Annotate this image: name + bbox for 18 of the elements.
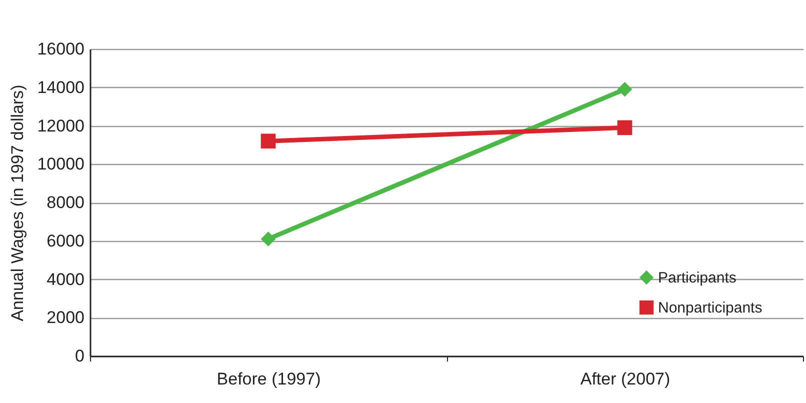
y-tick-label: 12000: [37, 116, 84, 136]
y-tick-label: 8000: [46, 193, 84, 212]
y-tick-label: 0: [75, 346, 84, 366]
y-tick-label: 2000: [46, 308, 84, 328]
y-axis-title: Annual Wages (in 1997 dollars): [8, 84, 28, 322]
point: [617, 120, 632, 136]
x-tick-label: Before (1997): [216, 370, 321, 388]
y-tick-label: 10000: [37, 154, 84, 174]
point: [260, 232, 276, 246]
y-tick-label: 6000: [46, 231, 84, 250]
legend-label: Nonparticipants: [658, 300, 762, 316]
y-tick-label: 14000: [37, 78, 84, 97]
point: [260, 134, 276, 149]
point: [617, 82, 632, 97]
legend-label: Participants: [658, 270, 736, 286]
x-tick-label: After (2007): [580, 370, 670, 388]
y-tick-label: 4000: [46, 270, 84, 289]
y-tick-label: 16000: [37, 40, 84, 58]
